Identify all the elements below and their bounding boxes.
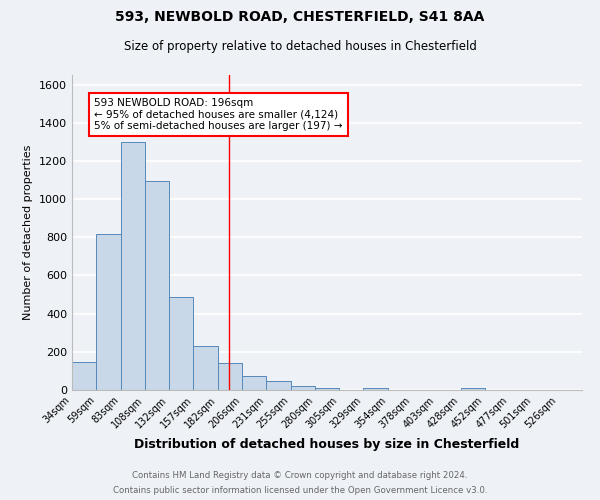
Bar <box>72 362 96 390</box>
Bar <box>121 142 145 390</box>
Text: Size of property relative to detached houses in Chesterfield: Size of property relative to detached ho… <box>124 40 476 53</box>
Bar <box>242 376 266 390</box>
X-axis label: Distribution of detached houses by size in Chesterfield: Distribution of detached houses by size … <box>134 438 520 451</box>
Text: Contains HM Land Registry data © Crown copyright and database right 2024.: Contains HM Land Registry data © Crown c… <box>132 471 468 480</box>
Bar <box>145 181 169 390</box>
Bar <box>364 388 388 390</box>
Text: 593 NEWBOLD ROAD: 196sqm
← 95% of detached houses are smaller (4,124)
5% of semi: 593 NEWBOLD ROAD: 196sqm ← 95% of detach… <box>94 98 343 131</box>
Bar <box>461 388 485 390</box>
Bar <box>96 234 121 390</box>
Bar <box>193 346 218 390</box>
Bar <box>266 382 290 390</box>
Bar <box>315 388 339 390</box>
Bar <box>290 386 315 390</box>
Text: 593, NEWBOLD ROAD, CHESTERFIELD, S41 8AA: 593, NEWBOLD ROAD, CHESTERFIELD, S41 8AA <box>115 10 485 24</box>
Y-axis label: Number of detached properties: Number of detached properties <box>23 145 34 320</box>
Bar <box>218 364 242 390</box>
Text: Contains public sector information licensed under the Open Government Licence v3: Contains public sector information licen… <box>113 486 487 495</box>
Bar <box>169 298 193 390</box>
